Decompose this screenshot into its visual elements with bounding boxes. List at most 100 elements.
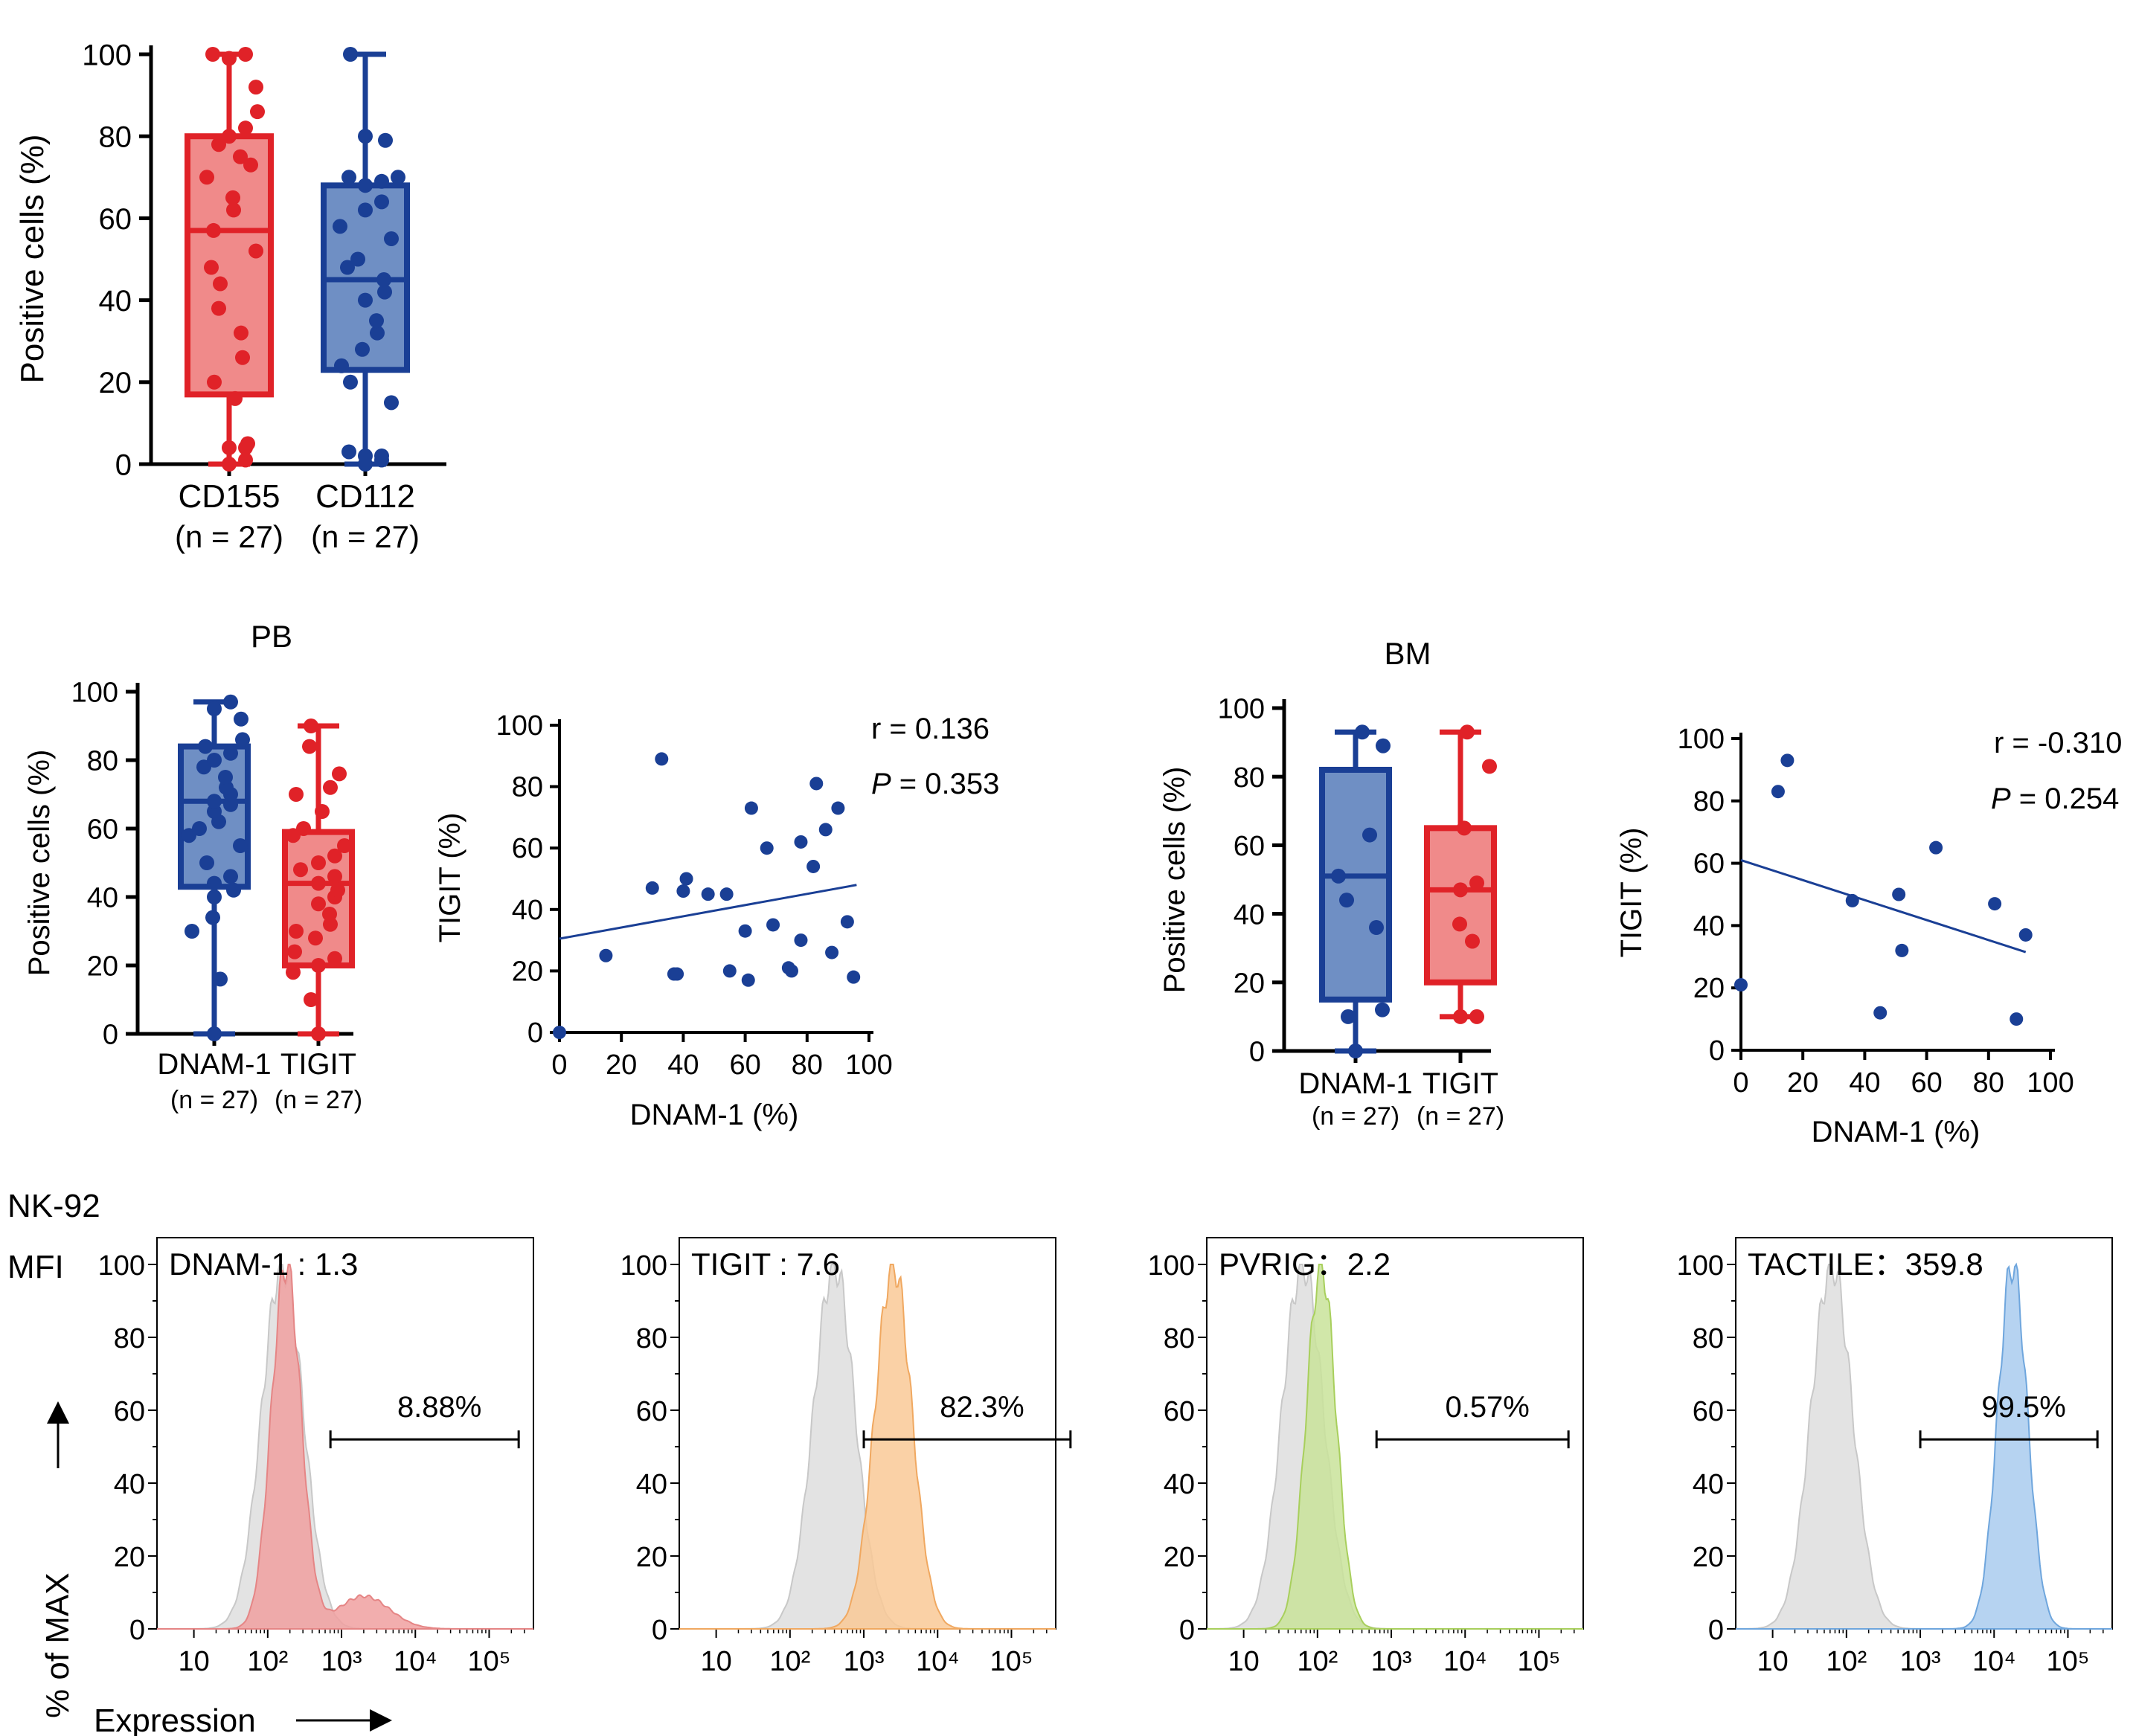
- y-tick-label: 80: [1693, 1323, 1724, 1354]
- gate-percent: 0.57%: [1445, 1391, 1529, 1424]
- marker-mfi-label: TIGIT : 7.6: [691, 1247, 840, 1282]
- data-point: [378, 132, 393, 148]
- data-point: [831, 801, 845, 815]
- x-tick-label: 10⁴: [1972, 1646, 2016, 1677]
- gate-percent: 99.5%: [1981, 1391, 2065, 1424]
- y-tick-label: 20: [1693, 1542, 1724, 1573]
- category-n-label: (n = 27): [1312, 1102, 1399, 1131]
- y-tick-label: 0: [1709, 1035, 1725, 1067]
- x-tick-label: 20: [606, 1049, 637, 1081]
- y-tick-label: 100: [1148, 1250, 1195, 1282]
- isotype-histogram: [1736, 1264, 2112, 1630]
- data-point: [741, 973, 755, 987]
- data-point: [766, 918, 780, 932]
- data-point: [211, 300, 226, 316]
- data-point: [226, 882, 241, 898]
- x-tick-label: 100: [845, 1049, 892, 1081]
- data-point: [1469, 875, 1484, 891]
- category-n-label: (n = 27): [311, 519, 420, 554]
- data-point: [289, 787, 304, 802]
- data-point: [738, 924, 752, 938]
- data-point: [238, 120, 253, 136]
- data-point: [1453, 882, 1468, 898]
- marker-mfi-label: PVRIG：2.2: [1219, 1247, 1391, 1282]
- y-axis-annotation: % of MAX: [39, 1401, 76, 1718]
- data-point: [207, 890, 222, 904]
- y-tick-label: 20: [1164, 1542, 1195, 1573]
- x-tick-label: 10³: [1371, 1646, 1412, 1677]
- y-tick-label: 60: [1693, 1396, 1724, 1427]
- data-point: [223, 694, 238, 710]
- x-tick-label: 100: [2027, 1067, 2074, 1099]
- y-tick-label: 20: [87, 951, 118, 983]
- regression-line: [559, 884, 857, 940]
- data-point: [1460, 724, 1475, 740]
- data-point: [185, 924, 199, 939]
- y-tick-label: 40: [636, 1469, 667, 1500]
- data-point: [358, 292, 373, 308]
- r-value-label: r = -0.310: [1994, 727, 2122, 759]
- category-label: CD155: [179, 478, 280, 515]
- data-point: [205, 910, 220, 925]
- data-point: [308, 930, 323, 946]
- y-tick-label: 40: [99, 285, 132, 318]
- x-tick-label: 80: [792, 1049, 823, 1081]
- y-tick-label: 0: [1249, 1037, 1265, 1068]
- data-point: [1469, 1009, 1484, 1024]
- data-point: [1375, 1002, 1390, 1018]
- data-point: [233, 838, 248, 853]
- x-tick-label: 0: [551, 1049, 567, 1081]
- category-n-label: (n = 27): [170, 1086, 258, 1114]
- data-point: [655, 752, 669, 766]
- data-point: [377, 284, 392, 300]
- data-point: [376, 272, 391, 288]
- data-point: [199, 855, 214, 870]
- data-point: [760, 841, 774, 855]
- data-point: [234, 711, 248, 727]
- x-tick-label: 10⁴: [394, 1646, 437, 1677]
- data-point: [1929, 840, 1943, 855]
- data-point: [207, 794, 222, 809]
- y-tick-label: 100: [71, 678, 118, 709]
- data-point: [1362, 827, 1377, 843]
- data-point: [207, 753, 222, 768]
- category-n-label: (n = 27): [275, 1086, 362, 1114]
- x-tick-label: 10⁵: [990, 1646, 1033, 1677]
- x-tick-label: 10²: [769, 1646, 810, 1677]
- data-point: [358, 448, 373, 463]
- data-point: [223, 869, 238, 884]
- data-point: [1453, 1009, 1468, 1024]
- x-tick-label: 10³: [321, 1646, 362, 1677]
- data-point: [226, 202, 241, 218]
- data-point: [825, 945, 839, 959]
- y-tick-label: 60: [114, 1396, 145, 1427]
- data-point: [1465, 933, 1480, 949]
- x-tick-label: 60: [1911, 1067, 1942, 1099]
- category-n-label: (n = 27): [175, 519, 283, 554]
- x-tick-label: 20: [1787, 1067, 1818, 1099]
- data-point: [818, 823, 833, 837]
- data-point: [374, 448, 389, 463]
- x-axis-annotation: Expression: [94, 1703, 392, 1736]
- data-point: [1341, 1009, 1356, 1024]
- y-tick-label: 40: [1234, 899, 1265, 930]
- data-point: [1369, 920, 1384, 936]
- y-tick-label: 40: [1164, 1469, 1195, 1500]
- y-axis-title: TIGIT (%): [434, 813, 466, 943]
- y-tick-label: 100: [1678, 724, 1725, 755]
- y-tick-label: 60: [1234, 831, 1265, 862]
- data-point: [340, 260, 355, 275]
- data-point: [304, 992, 318, 1007]
- r-value-label: r = 0.136: [871, 713, 990, 745]
- data-point: [1339, 893, 1354, 908]
- y-tick-label: 0: [1179, 1615, 1195, 1646]
- y-tick-label: 60: [1164, 1396, 1195, 1427]
- y-axis-title: Positive cells (%): [23, 750, 56, 977]
- y-tick-label: 0: [129, 1615, 145, 1646]
- data-point: [327, 869, 342, 884]
- marker-histogram: [1207, 1264, 1583, 1630]
- data-point: [337, 838, 352, 853]
- y-tick-label: 40: [87, 883, 118, 914]
